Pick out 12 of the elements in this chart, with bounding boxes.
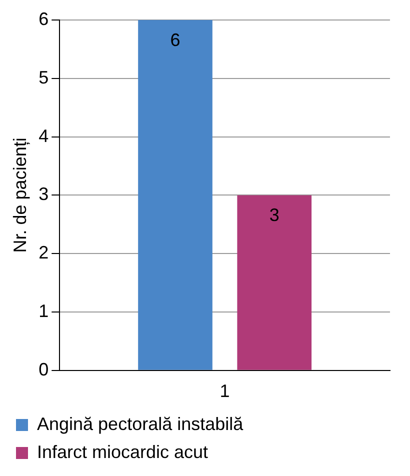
y-tick-label: 6 bbox=[38, 8, 49, 29]
legend-label: Angină pectorală instabilă bbox=[37, 414, 244, 434]
y-tick-label: 4 bbox=[38, 126, 49, 146]
y-tick-label: 2 bbox=[38, 242, 49, 263]
y-tick-label: 5 bbox=[38, 67, 49, 88]
y-tick-label: 3 bbox=[38, 184, 49, 204]
legend-label: Infarct miocardic acut bbox=[37, 442, 208, 462]
y-tick-label: 0 bbox=[38, 359, 49, 380]
data-label: 6 bbox=[170, 30, 180, 50]
data-label: 3 bbox=[269, 205, 280, 226]
y-axis-title: Nr. de pacienți bbox=[10, 138, 30, 253]
y-tick-label: 1 bbox=[38, 300, 49, 321]
